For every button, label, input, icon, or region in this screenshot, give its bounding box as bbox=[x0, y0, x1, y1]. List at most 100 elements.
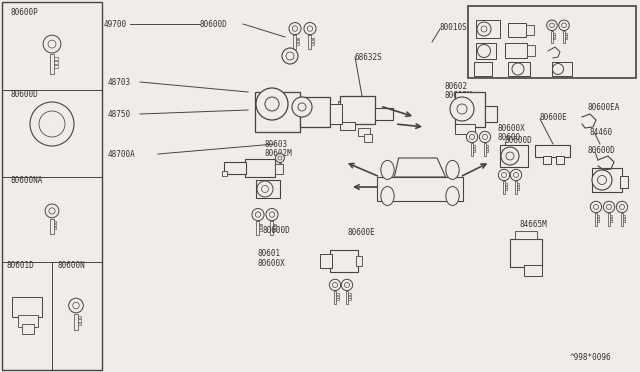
Circle shape bbox=[286, 52, 294, 60]
Bar bbox=[78, 323, 81, 325]
Bar bbox=[320, 254, 332, 268]
Circle shape bbox=[262, 186, 269, 192]
Bar bbox=[2, 2, 102, 370]
Bar bbox=[273, 229, 276, 231]
Circle shape bbox=[255, 212, 260, 217]
Bar bbox=[554, 35, 556, 37]
Bar bbox=[552, 62, 572, 76]
Bar bbox=[474, 62, 492, 76]
Bar bbox=[22, 324, 34, 334]
Bar bbox=[50, 54, 54, 74]
Bar bbox=[312, 40, 314, 42]
Bar bbox=[597, 218, 600, 219]
Bar bbox=[484, 143, 486, 156]
Circle shape bbox=[502, 173, 506, 177]
Bar bbox=[340, 96, 375, 124]
Bar bbox=[474, 145, 476, 147]
Bar bbox=[281, 167, 283, 168]
Bar bbox=[296, 38, 299, 39]
Text: 49700: 49700 bbox=[104, 19, 127, 29]
Bar bbox=[554, 38, 556, 39]
Bar bbox=[312, 43, 314, 45]
Text: 80010S: 80010S bbox=[440, 22, 468, 32]
Text: 80600D: 80600D bbox=[588, 145, 616, 154]
Text: 48700A: 48700A bbox=[108, 150, 136, 158]
Circle shape bbox=[256, 88, 288, 120]
Bar bbox=[54, 221, 56, 223]
Bar bbox=[296, 43, 299, 45]
Bar bbox=[597, 215, 600, 217]
Circle shape bbox=[450, 97, 474, 121]
Bar bbox=[54, 61, 58, 64]
Text: 80600P: 80600P bbox=[10, 7, 38, 16]
Bar bbox=[543, 156, 551, 164]
Bar bbox=[508, 62, 530, 76]
Text: 80601D: 80601D bbox=[6, 260, 34, 269]
Text: 80600E: 80600E bbox=[540, 112, 568, 122]
Bar bbox=[271, 221, 273, 235]
Bar bbox=[563, 31, 565, 43]
Bar bbox=[565, 35, 567, 37]
Bar bbox=[346, 291, 348, 304]
Circle shape bbox=[552, 64, 563, 74]
Circle shape bbox=[547, 20, 557, 31]
Bar bbox=[455, 92, 485, 127]
Bar bbox=[506, 186, 508, 187]
Circle shape bbox=[590, 201, 602, 213]
Bar bbox=[455, 124, 475, 134]
Bar bbox=[222, 171, 227, 176]
Text: 84665M: 84665M bbox=[520, 219, 548, 228]
Bar bbox=[623, 215, 625, 217]
Bar bbox=[527, 45, 535, 56]
Circle shape bbox=[45, 204, 59, 218]
Bar bbox=[337, 293, 339, 295]
Circle shape bbox=[304, 23, 316, 35]
Circle shape bbox=[276, 154, 284, 163]
Circle shape bbox=[467, 131, 477, 142]
Bar bbox=[517, 183, 520, 185]
Text: 80602: 80602 bbox=[445, 81, 468, 90]
Bar bbox=[623, 220, 625, 222]
Circle shape bbox=[43, 35, 61, 53]
Text: 80600E: 80600E bbox=[348, 228, 376, 237]
Circle shape bbox=[457, 104, 467, 114]
Bar bbox=[485, 106, 497, 122]
Bar bbox=[506, 183, 508, 185]
Bar bbox=[470, 143, 474, 156]
Circle shape bbox=[257, 181, 273, 197]
Circle shape bbox=[620, 205, 625, 209]
Circle shape bbox=[289, 23, 301, 35]
Bar bbox=[474, 150, 476, 152]
Circle shape bbox=[477, 45, 490, 58]
Circle shape bbox=[510, 169, 522, 181]
Circle shape bbox=[604, 201, 614, 213]
Bar bbox=[273, 224, 276, 225]
Circle shape bbox=[562, 23, 566, 28]
Bar bbox=[330, 250, 358, 272]
Circle shape bbox=[266, 209, 278, 221]
Text: 80600NA: 80600NA bbox=[10, 176, 42, 185]
Bar bbox=[505, 43, 527, 58]
Bar bbox=[54, 227, 56, 229]
Bar bbox=[554, 33, 556, 35]
Bar bbox=[358, 128, 370, 136]
Bar bbox=[550, 31, 554, 43]
Ellipse shape bbox=[381, 160, 394, 179]
Bar bbox=[348, 298, 351, 300]
Bar bbox=[535, 145, 570, 157]
Bar bbox=[565, 38, 567, 39]
Bar bbox=[556, 156, 564, 164]
Circle shape bbox=[593, 205, 598, 209]
Bar bbox=[279, 163, 281, 173]
Circle shape bbox=[298, 103, 306, 111]
Bar bbox=[611, 215, 612, 217]
Bar bbox=[502, 181, 506, 194]
Bar bbox=[595, 213, 597, 226]
Circle shape bbox=[616, 201, 628, 213]
Bar bbox=[338, 110, 346, 120]
Bar bbox=[620, 176, 628, 188]
Bar bbox=[500, 145, 528, 167]
Bar bbox=[312, 38, 314, 39]
Bar bbox=[275, 164, 283, 174]
Text: 80600D: 80600D bbox=[10, 90, 38, 99]
